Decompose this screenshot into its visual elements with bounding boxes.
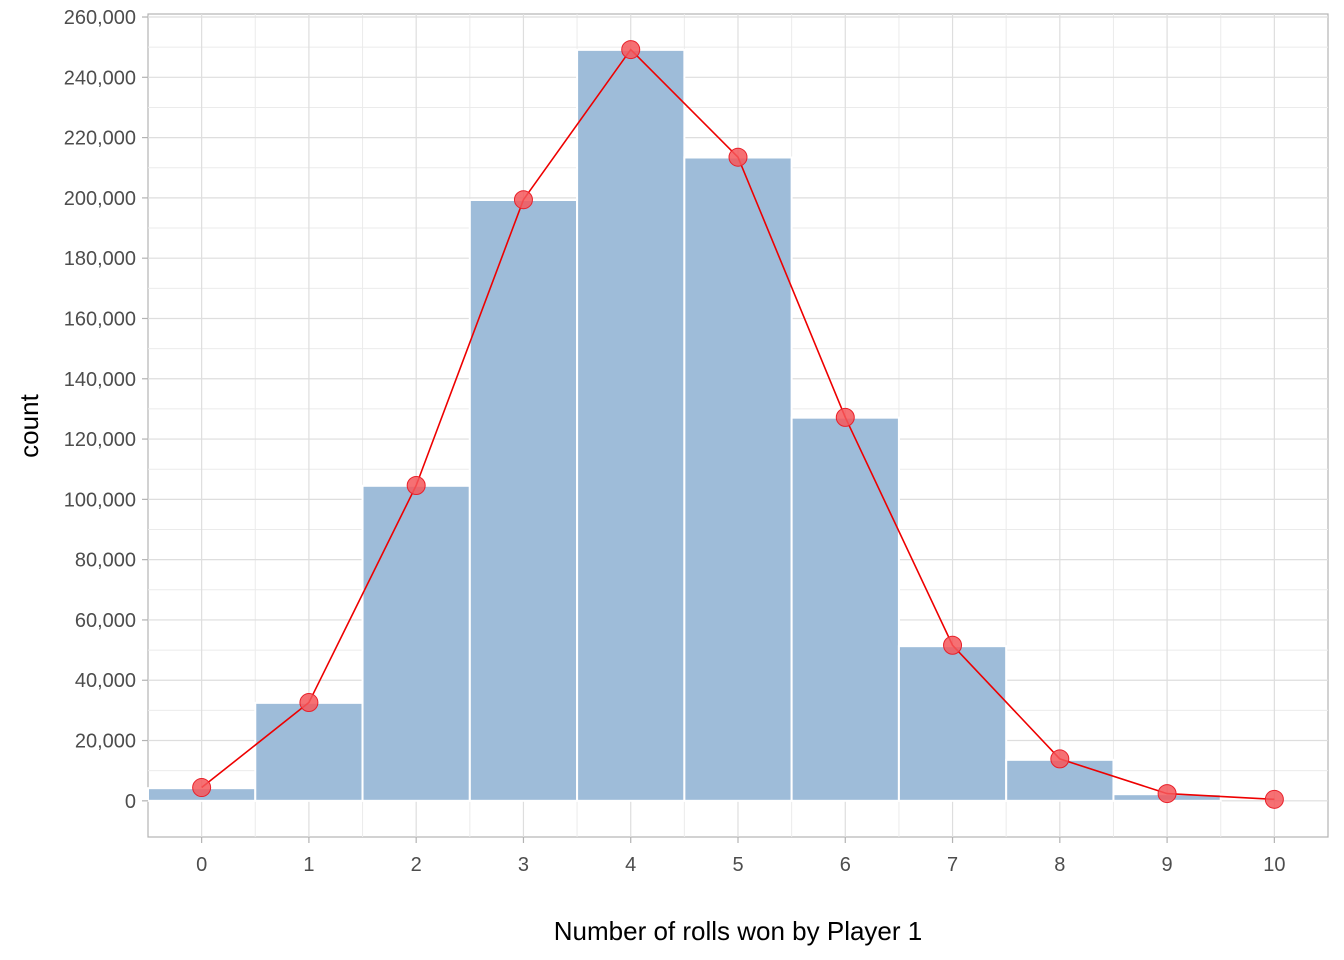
bar <box>468 199 579 802</box>
y-tick-label: 0 <box>125 791 136 813</box>
x-tick-label: 9 <box>1162 854 1173 876</box>
data-point <box>1157 784 1177 804</box>
data-point <box>728 147 748 167</box>
x-tick-label: 10 <box>1263 854 1285 876</box>
bars <box>147 48 1222 802</box>
data-point <box>513 190 533 210</box>
x-tick-label: 3 <box>518 854 529 876</box>
data-point <box>621 40 641 60</box>
x-tick-label: 4 <box>625 854 636 876</box>
y-axis-ticks: 0 20,000 40,000 60,000 80,000 100,000 120,000 1… <box>64 7 148 813</box>
data-point <box>299 693 319 713</box>
bar <box>683 156 793 802</box>
x-tick-label: 0 <box>196 854 207 876</box>
x-tick-label: 8 <box>1054 854 1065 876</box>
y-tick-label: 220,000 <box>64 128 136 150</box>
y-tick-label: 160,000 <box>64 308 136 330</box>
y-tick-label: 100,000 <box>64 489 136 511</box>
data-point <box>943 635 963 655</box>
y-tick-label: 40,000 <box>75 670 136 692</box>
y-tick-label: 180,000 <box>64 248 136 270</box>
density-points <box>192 40 1284 809</box>
data-point <box>835 407 855 427</box>
data-point <box>1264 789 1284 809</box>
y-tick-label: 60,000 <box>75 610 136 632</box>
y-axis-title: count <box>14 393 44 457</box>
x-tick-label: 2 <box>411 854 422 876</box>
bar <box>576 48 686 802</box>
bar <box>361 484 471 802</box>
x-axis-title: Number of rolls won by Player 1 <box>554 916 922 946</box>
y-tick-label: 200,000 <box>64 188 136 210</box>
y-tick-label: 140,000 <box>64 369 136 391</box>
x-tick-label: 1 <box>303 854 314 876</box>
x-tick-label: 5 <box>732 854 743 876</box>
bar <box>254 701 364 802</box>
data-point <box>192 778 212 798</box>
y-tick-label: 240,000 <box>64 67 136 89</box>
x-tick-label: 7 <box>947 854 958 876</box>
data-point <box>1050 749 1070 769</box>
bar <box>790 416 900 802</box>
y-tick-label: 260,000 <box>64 7 136 29</box>
y-tick-label: 20,000 <box>75 731 136 753</box>
y-tick-label: 80,000 <box>75 550 136 572</box>
x-axis-ticks: 0 1 2 3 4 5 6 7 8 9 10 <box>196 837 1285 876</box>
data-point <box>406 475 426 495</box>
bar <box>897 645 1008 802</box>
x-tick-label: 6 <box>840 854 851 876</box>
y-tick-label: 120,000 <box>64 429 136 451</box>
